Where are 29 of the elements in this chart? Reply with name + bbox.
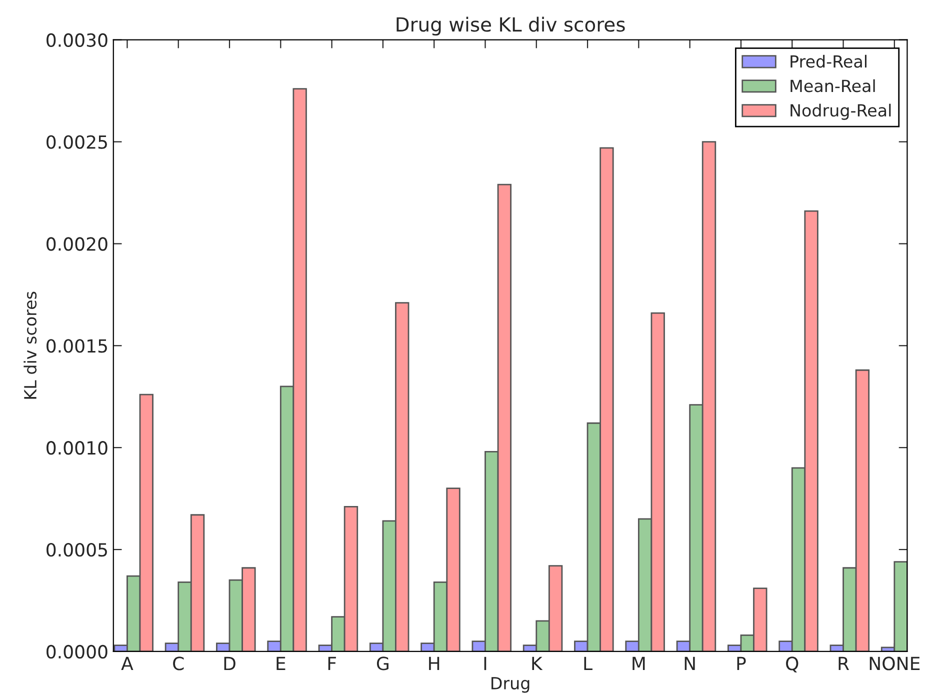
- x-tick-label: Q: [786, 656, 798, 672]
- x-tick-label: D: [224, 656, 236, 670]
- x-tick-label: G: [376, 656, 388, 670]
- y-tick-label: 0.0005: [46, 542, 107, 557]
- x-tick-label: C: [173, 656, 184, 670]
- x-tick-label: R: [838, 656, 850, 670]
- y-tick-label: 0.0025: [46, 135, 107, 149]
- x-tick-label: NONE: [870, 656, 920, 670]
- x-tick-label: L: [584, 656, 592, 670]
- legend-label: Mean-Real: [790, 79, 875, 92]
- legend-label: Nodrug-Real: [790, 104, 891, 120]
- y-tick-label: 0.0010: [46, 441, 108, 455]
- x-axis-title: Drug: [492, 677, 530, 693]
- x-tick-label: M: [632, 656, 645, 670]
- x-tick-label: I: [484, 656, 486, 670]
- y-tick-label: 0.0000: [46, 644, 108, 659]
- y-tick-label: 0.0015: [46, 339, 107, 353]
- x-tick-label: K: [532, 656, 543, 670]
- x-tick-label: E: [276, 656, 286, 670]
- x-tick-label: P: [737, 656, 746, 670]
- legend-label: Pred-Real: [790, 54, 866, 68]
- y-tick-label: 0.0020: [46, 237, 108, 251]
- x-tick-label: A: [121, 656, 134, 670]
- x-tick-label: H: [429, 656, 440, 670]
- y-axis-title: KL div scores: [24, 292, 37, 399]
- y-tick-label: 0.0030: [46, 33, 108, 47]
- x-tick-label: N: [684, 656, 695, 670]
- x-tick-label: F: [328, 656, 336, 670]
- chart-title: Drug wise KL div scores: [396, 16, 625, 36]
